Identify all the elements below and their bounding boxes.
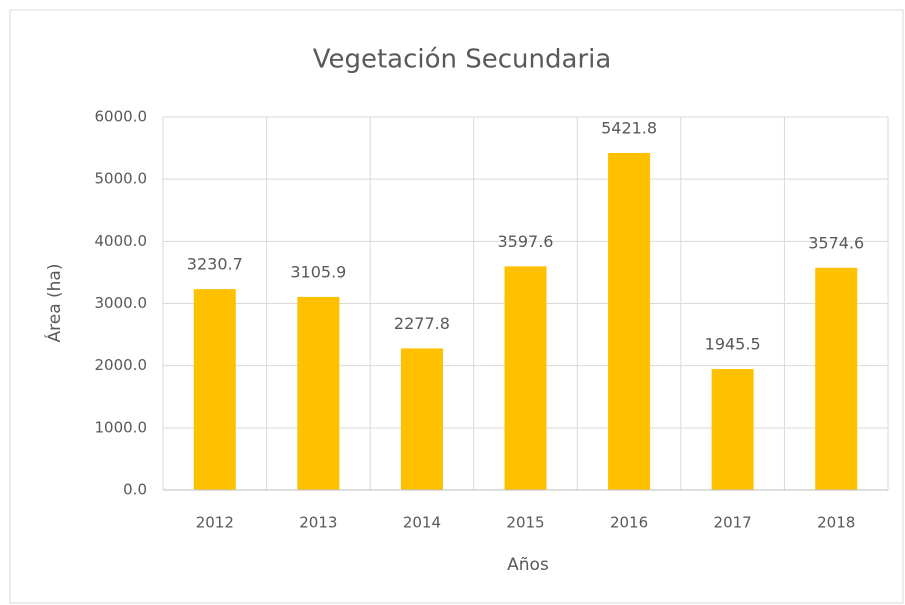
bar bbox=[815, 267, 858, 490]
x-tick-label: 2012 bbox=[196, 514, 234, 532]
bar bbox=[193, 289, 236, 490]
chart-border bbox=[9, 9, 904, 604]
y-tick-label: 4000.0 bbox=[95, 232, 148, 250]
y-tick-label: 1000.0 bbox=[95, 418, 148, 436]
x-tick-label: 2015 bbox=[506, 514, 544, 532]
data-label: 1945.5 bbox=[705, 335, 761, 354]
bar bbox=[504, 266, 547, 490]
data-label: 2277.8 bbox=[394, 314, 450, 333]
y-tick-label: 0.0 bbox=[123, 481, 147, 499]
y-tick-label: 2000.0 bbox=[95, 356, 148, 374]
x-axis-label: Años bbox=[507, 555, 549, 575]
bar bbox=[297, 296, 340, 490]
y-tick-label: 6000.0 bbox=[95, 108, 148, 126]
data-label: 3574.6 bbox=[808, 233, 864, 252]
data-label: 5421.8 bbox=[601, 118, 657, 137]
x-tick-label: 2013 bbox=[299, 514, 337, 532]
bar bbox=[400, 348, 443, 490]
chart-title: Vegetación Secundaria bbox=[313, 45, 612, 75]
data-label: 3105.9 bbox=[290, 262, 346, 281]
data-label: 3597.6 bbox=[498, 232, 554, 251]
bar bbox=[608, 152, 651, 490]
y-axis-label: Área (ha) bbox=[43, 264, 65, 343]
x-tick-label: 2017 bbox=[714, 514, 752, 532]
y-tick-label: 3000.0 bbox=[95, 294, 148, 312]
x-tick-label: 2014 bbox=[403, 514, 441, 532]
bar bbox=[711, 369, 754, 490]
x-tick-label: 2016 bbox=[610, 514, 648, 532]
x-tick-label: 2018 bbox=[817, 514, 855, 532]
y-tick-label: 5000.0 bbox=[95, 170, 148, 188]
data-label: 3230.7 bbox=[187, 255, 243, 274]
